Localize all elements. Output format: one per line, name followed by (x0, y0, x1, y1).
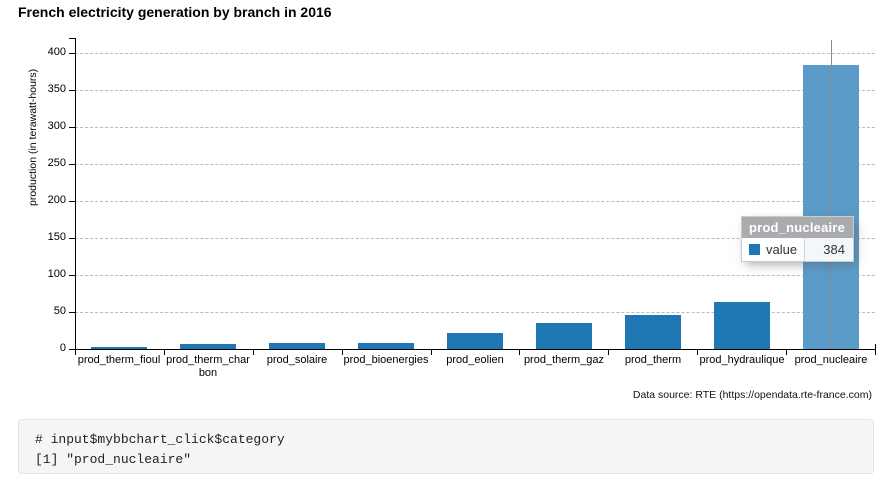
x-tick-mark (875, 350, 876, 355)
bar-chart: production (in terawatt-hours) 0 50 100 150… (0, 28, 889, 412)
y-axis-top-cap (69, 38, 75, 39)
y-tick-mark (69, 201, 75, 202)
y-tick-label: 150 (47, 231, 66, 243)
y-tick-mark (69, 312, 75, 313)
y-tick-mark (69, 349, 75, 350)
y-gridline (75, 53, 875, 54)
y-gridline (75, 238, 875, 239)
y-tick-label: 50 (53, 305, 66, 317)
y-gridline (75, 312, 875, 313)
bar-prod_therm_gaz[interactable] (536, 323, 592, 349)
x-tick-label-prod_therm_gaz: prod_therm_gaz (523, 354, 605, 366)
y-gridline (75, 90, 875, 91)
x-tick-label-prod_eolien: prod_eolien (446, 354, 504, 366)
y-gridline (75, 164, 875, 165)
y-tick-label: 100 (47, 268, 66, 280)
tooltip-value: 384 (804, 238, 853, 261)
series-swatch-icon (749, 244, 760, 255)
x-tick-label-prod_nucleaire: prod_nucleaire (794, 354, 868, 366)
y-gridline (75, 275, 875, 276)
x-tick-label-prod_therm_charbon: prod_therm_charbon (166, 354, 250, 380)
console-line-result: [1] "prod_nucleaire" (35, 452, 192, 467)
y-tick-mark (69, 53, 75, 54)
x-tick-mark (697, 350, 698, 355)
x-tick-label-prod_solaire: prod_solaire (266, 354, 328, 366)
y-tick-label: 250 (47, 157, 66, 169)
x-tick-mark (608, 350, 609, 355)
y-tick-label: 300 (47, 120, 66, 132)
bar-prod_therm_fioul[interactable] (91, 347, 147, 349)
x-tick-mark (519, 350, 520, 355)
console-line-comment: # input$mybbchart_click$category (35, 432, 285, 447)
focus-line (831, 40, 832, 349)
tooltip-title: prod_nucleaire (742, 217, 853, 238)
x-tick-mark (786, 350, 787, 355)
x-tick-mark (431, 350, 432, 355)
y-tick-mark (69, 238, 75, 239)
y-tick-label: 350 (47, 83, 66, 95)
y-tick-label: 400 (47, 46, 66, 58)
x-tick-label-prod_hydraulique: prod_hydraulique (699, 354, 785, 366)
x-tick-label-prod_bioenergies: prod_bioenergies (343, 354, 429, 366)
x-tick-mark (164, 350, 165, 355)
tooltip-row: value 384 (742, 238, 853, 261)
bar-prod_solaire[interactable] (269, 343, 325, 349)
y-tick-label: 0 (59, 342, 66, 354)
y-gridline (75, 127, 875, 128)
bar-prod_therm_charbon[interactable] (180, 344, 236, 349)
y-tick-mark (69, 127, 75, 128)
y-tick-mark (69, 90, 75, 91)
data-source-caption: Data source: RTE (https://opendata.rte-f… (632, 389, 872, 401)
x-tick-label-prod_therm: prod_therm (624, 354, 682, 366)
x-axis (75, 349, 876, 350)
x-axis-end-cap (875, 344, 876, 349)
chart-title: French electricity generation by branch … (18, 4, 332, 20)
y-tick-mark (69, 275, 75, 276)
bar-prod_therm[interactable] (625, 315, 681, 349)
bar-prod_bioenergies[interactable] (358, 343, 414, 349)
bar-prod_eolien[interactable] (447, 333, 503, 349)
y-axis (75, 38, 76, 353)
y-tick-mark (69, 164, 75, 165)
x-tick-label-prod_therm_fioul: prod_therm_fioul (77, 354, 161, 366)
bar-prod_hydraulique[interactable] (714, 302, 770, 349)
console-output: # input$mybbchart_click$category [1] "pr… (18, 419, 874, 474)
x-tick-mark (253, 350, 254, 355)
chart-tooltip: prod_nucleaire value 384 (741, 216, 854, 262)
tooltip-name-cell: value (742, 238, 804, 261)
x-tick-mark (342, 350, 343, 355)
y-gridline (75, 201, 875, 202)
y-tick-label: 200 (47, 194, 66, 206)
y-axis-label: production (in terawatt-hours) (27, 68, 39, 206)
tooltip-series-name: value (766, 242, 798, 257)
